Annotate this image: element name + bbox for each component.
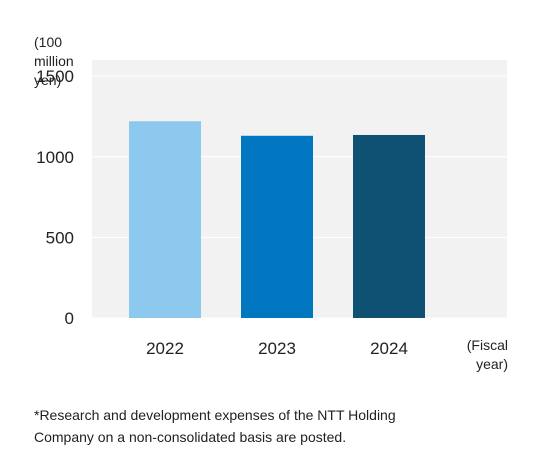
x-tick-label-2023: 2023 xyxy=(258,339,296,358)
x-tick-label-2024: 2024 xyxy=(370,339,408,358)
footnote-line-2: Company on a non-consolidated basis are … xyxy=(34,429,347,445)
y-axis-unit-line-3: yen) xyxy=(34,72,62,88)
footnote: *Research and development expenses of th… xyxy=(34,404,524,448)
bar-2022 xyxy=(129,121,201,319)
rd-expenses-bar-chart: 0 500 1000 1500 2022 2023 2024 xyxy=(36,60,507,358)
bar-2024 xyxy=(353,134,425,318)
x-tick-label-2022: 2022 xyxy=(146,339,184,358)
y-axis-unit-line-2: million xyxy=(34,53,74,69)
bar-2023 xyxy=(241,135,313,318)
y-tick-label-1000: 1000 xyxy=(36,148,74,167)
y-tick-label-1500: 1500 xyxy=(36,67,74,86)
footnote-line-1: *Research and development expenses of th… xyxy=(34,407,396,423)
y-axis-unit-line-1: (100 xyxy=(34,34,63,50)
x-axis-unit-line-2: year) xyxy=(476,356,508,372)
y-tick-label-0: 0 xyxy=(65,309,74,328)
y-tick-label-500: 500 xyxy=(46,228,74,247)
x-axis-unit-line-1: (Fiscal xyxy=(466,337,508,353)
